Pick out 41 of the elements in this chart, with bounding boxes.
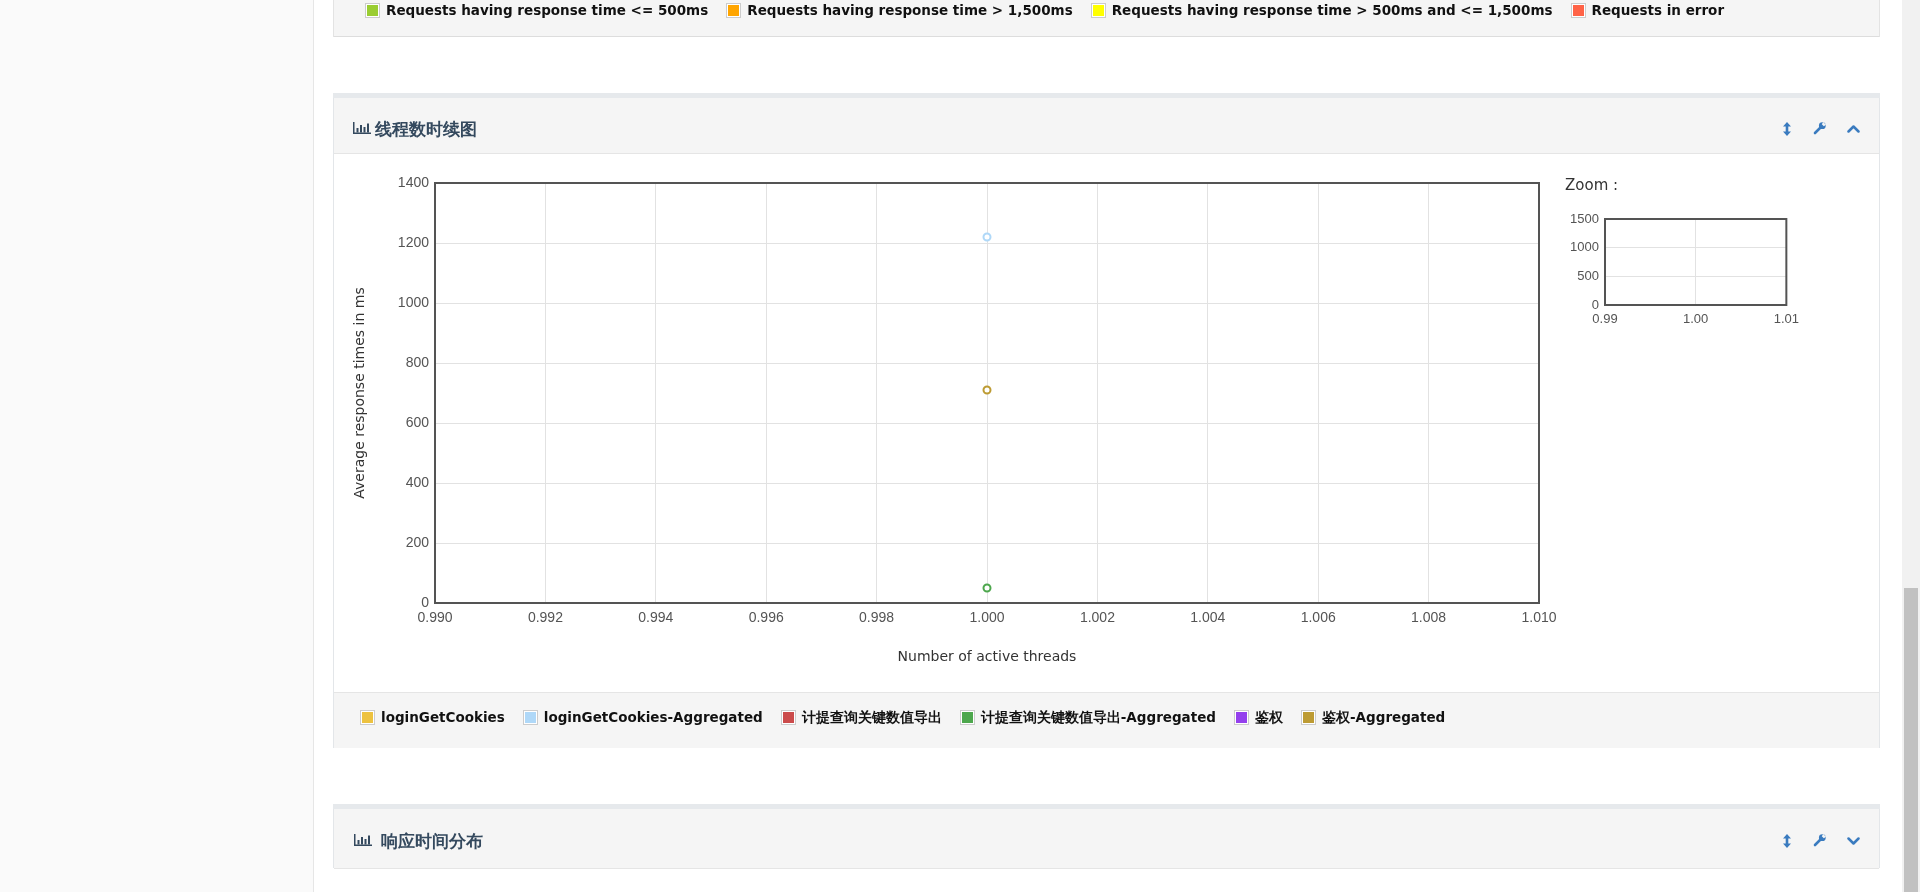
text: 响应时间分布 xyxy=(381,831,483,851)
y-axis-title: Average response times in ms xyxy=(351,287,368,499)
x-tick-label: 1.008 xyxy=(1411,609,1447,626)
x-tick-label: 1.000 xyxy=(969,609,1005,626)
legend-label: Requests having response time > 1,500ms xyxy=(747,1,1073,19)
legend-label: Requests having response time <= 500ms xyxy=(386,1,709,19)
x-tick-label: 1.010 xyxy=(1521,609,1557,626)
x-tick-label: 0.998 xyxy=(859,609,895,626)
x-tick-label: 1.01 xyxy=(1773,311,1800,327)
y-tick-label: 0 xyxy=(421,593,430,610)
chart-title: 线程数时续图 xyxy=(375,119,477,139)
y-tick-label: 1400 xyxy=(397,173,430,190)
legend-label: 鉴权 xyxy=(1255,708,1283,726)
x-tick-label: 0.990 xyxy=(417,609,453,626)
legend-label: loginGetCookies xyxy=(381,708,505,726)
y-tick-label: 1200 xyxy=(397,233,430,250)
legend-label: 鉴权-Aggregated xyxy=(1322,708,1446,726)
legend-label: loginGetCookies-Aggregated xyxy=(543,708,763,726)
legend-label: 计提查询关键数值导出-Aggregated xyxy=(980,708,1216,726)
y-tick-label: 0 xyxy=(1591,296,1599,312)
x-tick-label: 0.996 xyxy=(748,609,784,626)
x-axis-title: Number of active threads xyxy=(897,648,1077,665)
chart-title: Zoom : xyxy=(1565,176,1619,194)
x-tick-label: 1.004 xyxy=(1190,609,1226,626)
x-tick-label: 0.992 xyxy=(527,609,564,626)
legend-label: Requests in error xyxy=(1591,1,1725,19)
x-tick-label: 0.99 xyxy=(1592,311,1618,327)
legend-label: Requests having response time > 500ms and <= 1,500ms xyxy=(1111,1,1553,19)
x-tick-label: 1.006 xyxy=(1300,609,1336,626)
x-tick-label: 1.002 xyxy=(1079,609,1116,626)
y-tick-label: 400 xyxy=(405,473,430,490)
y-tick-label: 1000 xyxy=(1570,239,1599,255)
y-tick-label: 800 xyxy=(405,353,430,370)
y-tick-label: 500 xyxy=(1577,267,1599,283)
y-tick-label: 1000 xyxy=(397,293,430,310)
x-tick-label: 0.994 xyxy=(638,609,674,626)
legend-label: 计提查询关键数值导出 xyxy=(801,708,942,726)
x-tick-label: 1.00 xyxy=(1683,311,1709,327)
y-tick-label: 1500 xyxy=(1570,210,1599,226)
y-tick-label: 600 xyxy=(405,413,430,430)
y-tick-label: 200 xyxy=(405,533,430,550)
